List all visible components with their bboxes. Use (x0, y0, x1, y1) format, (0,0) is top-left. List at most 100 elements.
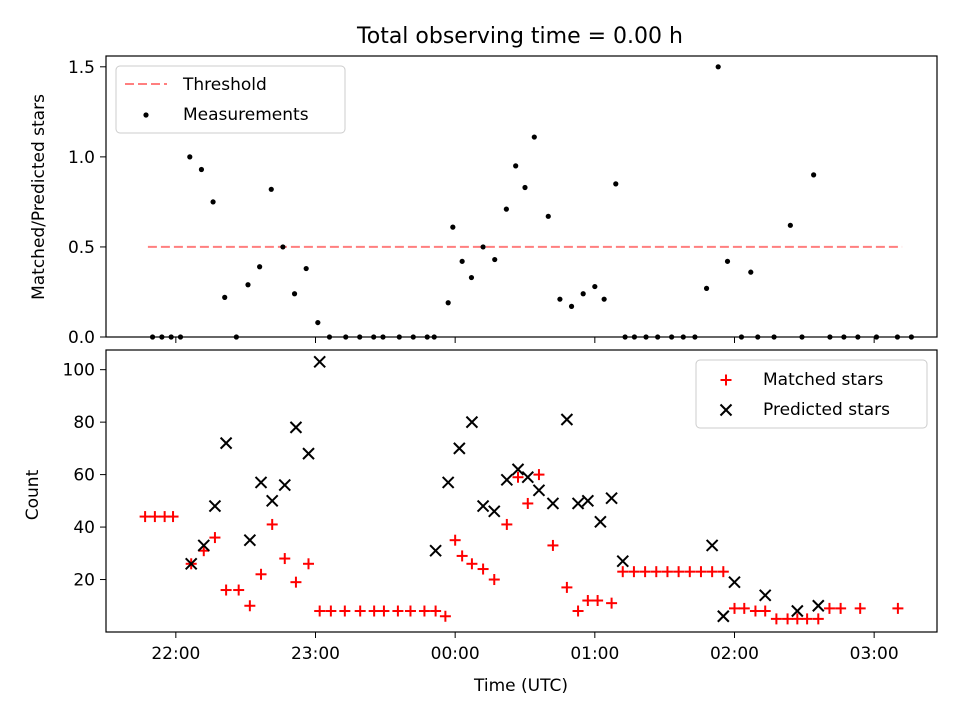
measurement-point (787, 222, 793, 228)
x-tick-label: 01:00 (570, 644, 619, 664)
matched-star-point (244, 600, 256, 612)
matched-star-point (430, 605, 442, 617)
matched-star-point (582, 595, 594, 607)
matched-star-point (801, 613, 813, 625)
top-legend: Threshold Measurements (115, 65, 346, 134)
predicted-star-point (453, 442, 466, 455)
matched-star-point (533, 469, 545, 481)
top-panel: 0.0 0.5 1.0 1.5 Threshold Measurements (68, 55, 938, 348)
measurement-point (210, 199, 216, 205)
measurement-point (557, 296, 563, 302)
predicted-star-point (594, 515, 607, 529)
measurement-point (613, 181, 619, 187)
measurement-point (522, 184, 528, 191)
predicted-star-point (441, 476, 455, 489)
matched-star-point (466, 558, 478, 570)
measurement-point (492, 256, 498, 263)
matched-star-point (449, 534, 461, 546)
matched-star-point (392, 605, 404, 617)
bottom-legend-box (695, 359, 928, 429)
matched-star-point (404, 605, 416, 617)
measurement-point (280, 244, 286, 250)
bottom-panel: 20 40 60 80 100 22:00 23:00 00:00 01:00 02:00 03:0… (63, 349, 938, 664)
predicted-star-point (278, 478, 291, 492)
predicted-star-point (302, 447, 315, 460)
matched-star-point (639, 566, 651, 578)
measurement-point (291, 291, 298, 297)
matched-star-point (439, 610, 451, 622)
matched-star-point (512, 471, 524, 483)
matched-star-point (812, 613, 824, 625)
matched-star-point (303, 558, 315, 570)
predicted-star-point (208, 499, 222, 513)
bottom-legend: Matched stars Predicted stars (695, 359, 928, 429)
matched-star-point (167, 511, 179, 523)
top-y-tick-label: 1.0 (68, 148, 95, 168)
predicted-star-point (705, 539, 719, 552)
measurement-point (222, 294, 228, 300)
predicted-star-point (254, 476, 268, 489)
predicted-star-point (616, 554, 629, 568)
matched-star-point (139, 511, 151, 523)
predicted-star-point (500, 473, 514, 487)
measurement-point (245, 282, 251, 288)
matched-star-point (314, 605, 326, 617)
measurement-point (459, 258, 465, 264)
measurement-point (198, 166, 205, 173)
matched-star-point (561, 581, 573, 593)
x-tick-label: 03:00 (850, 644, 899, 664)
measurement-point (503, 206, 509, 212)
measurement-point (715, 64, 721, 70)
matched-star-point (378, 605, 390, 617)
predicted-star-point (532, 484, 546, 497)
matched-star-point (233, 584, 245, 596)
measurement-point (724, 258, 731, 264)
predicted-star-point (560, 413, 574, 426)
matched-star-point (728, 602, 740, 614)
predicted-star-point (243, 533, 257, 547)
predicted-star-point (511, 463, 525, 476)
top-y-tick-label: 0.0 (68, 328, 95, 348)
x-tick-label: 22:00 (151, 644, 200, 664)
predicted-star-point (429, 544, 442, 557)
matched-star-point (854, 602, 866, 614)
matched-star-point (488, 574, 500, 586)
measurement-point (580, 291, 586, 297)
matched-star-point (892, 602, 904, 614)
figure-title: Total observing time = 0.00 h (356, 24, 683, 49)
x-tick-label: 00:00 (431, 644, 480, 664)
measurement-point (568, 303, 575, 309)
measurement-point (601, 296, 607, 302)
measurement-point (257, 264, 263, 270)
matched-star-point (673, 566, 685, 578)
top-y-tick-label: 1.5 (68, 58, 95, 78)
predicted-star-point (791, 604, 804, 618)
predicted-star-point (571, 497, 585, 510)
bottom-y-tick-label: 20 (73, 571, 95, 591)
predicted-star-point (812, 599, 825, 612)
matched-star-point (738, 602, 750, 614)
measurement-point (480, 244, 486, 250)
matched-star-point (628, 566, 640, 578)
predicted-star-point (265, 494, 279, 508)
measurement-point (513, 163, 519, 169)
matched-star-point (717, 566, 729, 578)
predicted-star-point (476, 499, 490, 513)
measurement-point (315, 319, 321, 326)
predicted-star-point (728, 575, 741, 589)
matched-star-point (477, 563, 489, 575)
legend-threshold-label: Threshold (182, 75, 267, 95)
bottom-y-tick-label: 100 (63, 361, 95, 381)
bottom-y-tick-label: 40 (73, 518, 95, 538)
predicted-star-point (197, 539, 210, 552)
matched-star-point (782, 613, 794, 625)
predicted-star-point (759, 589, 772, 602)
bottom-y-tick-label: 60 (73, 466, 95, 486)
matched-star-point (456, 550, 468, 562)
top-plot-frame (105, 55, 938, 338)
measurement-point (303, 265, 309, 272)
legend-predicted-label: Predicted stars (763, 400, 890, 420)
matched-star-point (617, 566, 629, 578)
matched-star-point (547, 539, 559, 551)
